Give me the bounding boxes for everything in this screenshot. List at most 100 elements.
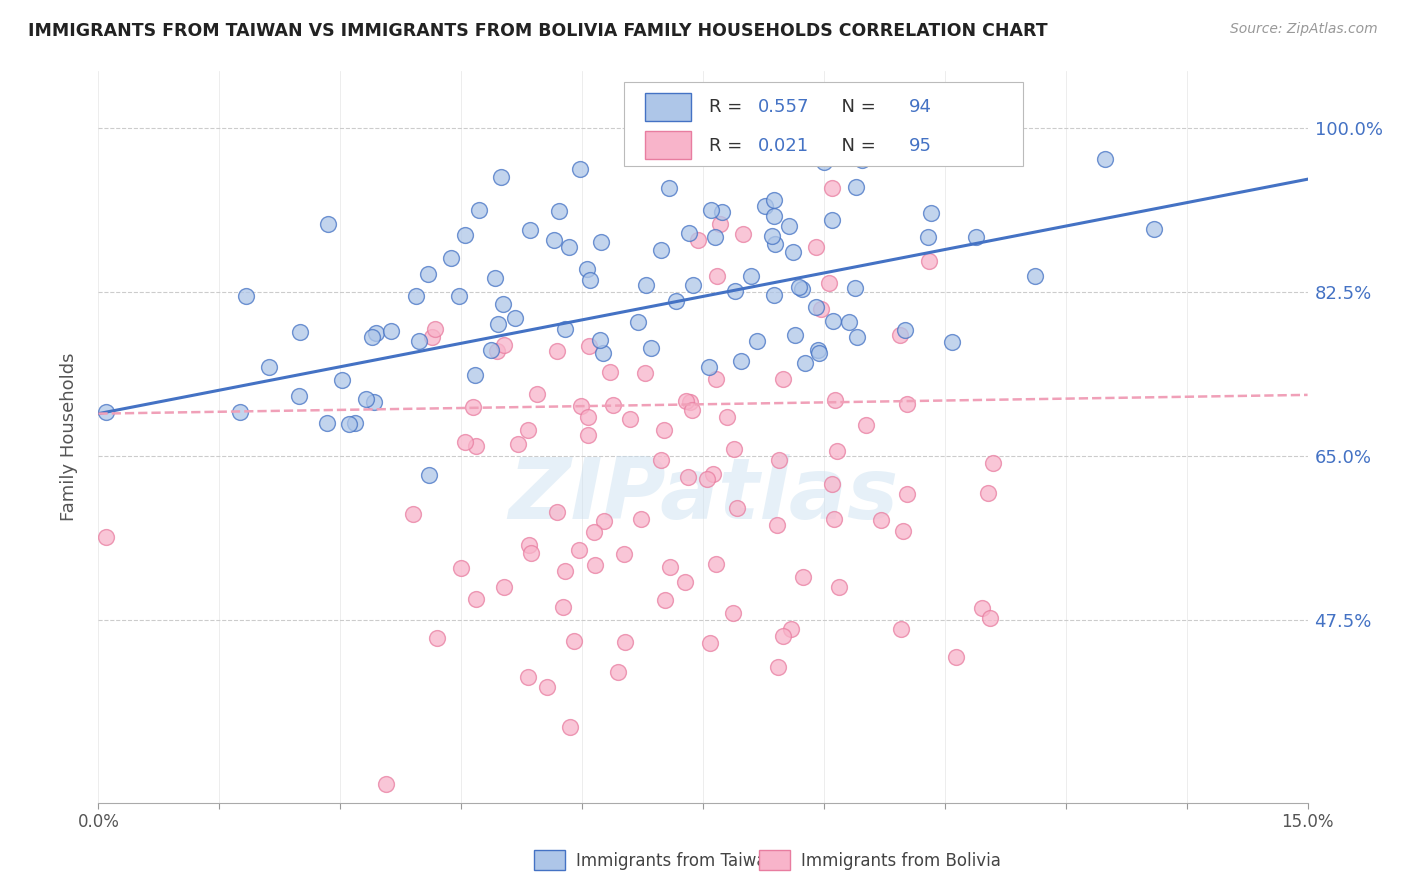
Point	[589, 235, 612, 249]
Point	[823, 512, 845, 526]
Point	[828, 581, 851, 595]
Point	[745, 334, 768, 348]
Point	[844, 281, 866, 295]
Point	[593, 514, 616, 528]
Point	[807, 343, 830, 358]
Text: R =: R =	[709, 98, 748, 117]
Point	[762, 193, 785, 207]
Point	[578, 339, 600, 353]
Point	[823, 314, 845, 328]
Point	[583, 525, 606, 540]
Text: N =: N =	[830, 98, 882, 117]
Point	[554, 322, 576, 336]
Point	[740, 269, 762, 284]
Point	[485, 343, 508, 358]
Point	[1024, 268, 1046, 283]
Point	[484, 271, 506, 285]
Point	[492, 580, 515, 594]
Point	[519, 223, 541, 237]
Point	[654, 593, 676, 607]
Point	[418, 467, 440, 482]
Point	[465, 592, 488, 607]
Point	[730, 354, 752, 368]
Point	[423, 322, 446, 336]
Point	[704, 372, 727, 386]
Point	[235, 288, 257, 302]
Point	[733, 227, 755, 241]
Point	[546, 505, 568, 519]
Point	[794, 355, 817, 369]
Point	[516, 423, 538, 437]
Point	[766, 518, 789, 533]
Point	[665, 293, 688, 308]
Point	[464, 368, 486, 382]
Point	[820, 181, 842, 195]
Point	[634, 277, 657, 292]
Point	[454, 434, 477, 449]
Point	[821, 213, 844, 227]
Point	[96, 405, 118, 419]
Point	[851, 153, 873, 167]
Point	[716, 410, 738, 425]
Point	[846, 330, 869, 344]
Point	[562, 634, 585, 648]
Point	[619, 412, 641, 426]
Point	[766, 659, 789, 673]
Point	[807, 346, 830, 360]
Point	[447, 289, 470, 303]
Point	[576, 428, 599, 442]
Point	[364, 326, 387, 340]
Text: R =: R =	[709, 136, 748, 155]
Point	[825, 443, 848, 458]
Point	[772, 372, 794, 386]
Point	[606, 665, 628, 680]
Text: 0.021: 0.021	[758, 136, 808, 155]
Point	[634, 366, 657, 380]
Point	[517, 670, 540, 684]
Point	[896, 397, 918, 411]
Point	[896, 487, 918, 501]
Point	[375, 777, 398, 791]
Point	[517, 538, 540, 552]
Point	[838, 315, 860, 329]
Point	[696, 472, 718, 486]
Point	[941, 334, 963, 349]
Point	[676, 470, 699, 484]
Point	[845, 179, 868, 194]
Point	[855, 418, 877, 433]
Point	[678, 227, 700, 241]
Text: Immigrants from Bolivia: Immigrants from Bolivia	[801, 852, 1001, 870]
Point	[810, 301, 832, 316]
FancyBboxPatch shape	[624, 82, 1024, 167]
Point	[1094, 153, 1116, 167]
Point	[699, 203, 721, 218]
Point	[977, 486, 1000, 500]
Point	[576, 262, 599, 277]
Point	[979, 611, 1001, 625]
Point	[804, 240, 827, 254]
Point	[578, 273, 600, 287]
Point	[337, 417, 360, 432]
Point	[709, 217, 731, 231]
Point	[599, 365, 621, 379]
Point	[463, 400, 485, 414]
Point	[503, 311, 526, 326]
Point	[787, 280, 810, 294]
Point	[408, 334, 430, 349]
Point	[686, 233, 709, 247]
Point	[814, 149, 837, 163]
Point	[630, 512, 652, 526]
Point	[543, 233, 565, 247]
Point	[768, 453, 790, 467]
Point	[316, 217, 339, 231]
FancyBboxPatch shape	[645, 93, 690, 120]
Point	[583, 558, 606, 572]
Point	[972, 600, 994, 615]
Text: N =: N =	[830, 136, 882, 155]
Point	[682, 278, 704, 293]
Point	[711, 205, 734, 219]
Point	[589, 333, 612, 347]
Point	[894, 322, 917, 336]
Point	[659, 560, 682, 574]
Text: 94: 94	[908, 98, 932, 117]
